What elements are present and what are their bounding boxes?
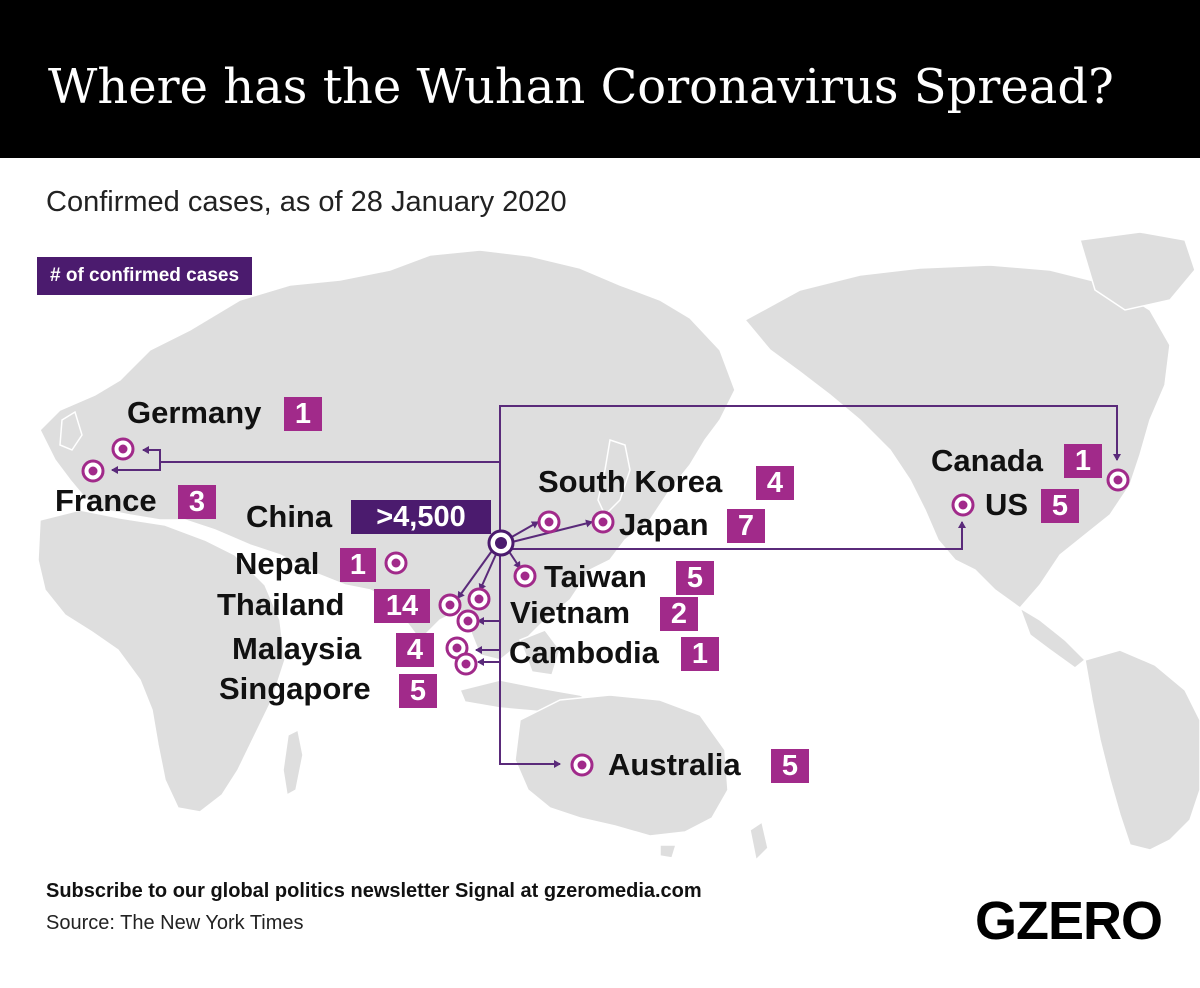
marker-australia	[570, 753, 594, 777]
badge-thailand: 14	[374, 589, 430, 623]
badge-nepal: 1	[340, 548, 376, 582]
badge-vietnam: 2	[660, 597, 698, 631]
label-canada: Canada	[931, 443, 1043, 478]
marker-taiwan	[513, 564, 537, 588]
marker-cambodia	[456, 609, 480, 633]
badge-malaysia: 4	[396, 633, 434, 667]
label-thailand: Thailand	[217, 587, 345, 622]
badge-cambodia: 1	[681, 637, 719, 671]
newsletter-link[interactable]: Subscribe to our global politics newslet…	[46, 880, 702, 902]
label-taiwan: Taiwan	[544, 559, 647, 594]
badge-us: 5	[1041, 489, 1079, 523]
marker-canada	[1106, 468, 1130, 492]
label-us: US	[985, 487, 1029, 522]
badge-japan: 7	[727, 509, 765, 543]
marker-south-korea	[537, 510, 561, 534]
gzero-logo: GZERO	[975, 891, 1163, 951]
label-vietnam: Vietnam	[510, 595, 631, 630]
badge-australia: 5	[771, 749, 809, 783]
marker-nepal	[384, 551, 408, 575]
marker-germany	[111, 437, 135, 461]
label-japan: Japan	[619, 507, 709, 542]
label-malaysia: Malaysia	[232, 631, 362, 666]
location-markers	[81, 437, 1130, 777]
marker-singapore	[454, 652, 478, 676]
badge-south-korea: 4	[756, 466, 794, 500]
label-south-korea: South Korea	[538, 464, 723, 499]
label-nepal: Nepal	[235, 546, 320, 581]
label-singapore: Singapore	[219, 671, 371, 706]
badge-canada: 1	[1064, 444, 1102, 478]
label-australia: Australia	[608, 747, 741, 782]
badge-china: >4,500	[351, 500, 491, 534]
label-germany: Germany	[127, 395, 262, 430]
label-cambodia: Cambodia	[509, 635, 659, 670]
label-china: China	[246, 499, 333, 534]
badge-germany: 1	[284, 397, 322, 431]
marker-vietnam	[467, 587, 491, 611]
marker-france	[81, 459, 105, 483]
marker-japan	[591, 510, 615, 534]
badge-singapore: 5	[399, 674, 437, 708]
page-subtitle: Confirmed cases, as of 28 January 2020	[46, 186, 567, 218]
marker-us	[951, 493, 975, 517]
badge-taiwan: 5	[676, 561, 714, 595]
page-title: Where has the Wuhan Coronavirus Spread?	[48, 59, 1114, 115]
source-note: Source: The New York Times	[46, 912, 304, 934]
header-bar: Where has the Wuhan Coronavirus Spread?	[0, 0, 1200, 158]
badge-france: 3	[178, 485, 216, 519]
label-france: France	[55, 483, 157, 518]
marker-origin-china	[487, 529, 515, 557]
legend-label: # of confirmed cases	[37, 257, 253, 295]
marker-thailand	[438, 593, 462, 617]
